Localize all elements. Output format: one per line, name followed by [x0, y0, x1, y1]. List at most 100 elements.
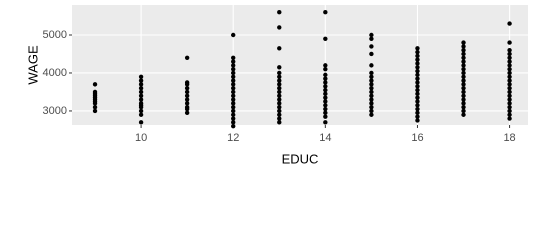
point	[461, 93, 466, 98]
point	[277, 97, 282, 102]
point	[415, 61, 420, 66]
point	[415, 49, 420, 55]
point	[184, 85, 190, 91]
y-tick-label: 3000	[43, 105, 67, 117]
point	[415, 84, 420, 89]
point	[461, 40, 466, 45]
point	[369, 89, 374, 95]
point	[461, 104, 466, 110]
point	[369, 93, 374, 98]
point	[231, 74, 236, 79]
point	[323, 63, 328, 68]
point	[507, 82, 512, 87]
point	[461, 47, 466, 53]
point	[138, 120, 144, 125]
point	[277, 93, 282, 98]
point	[415, 118, 420, 123]
point	[231, 32, 236, 38]
point	[415, 106, 420, 112]
x-tick-label: 14	[319, 132, 331, 144]
point	[277, 116, 282, 121]
point	[507, 104, 512, 110]
y-tick-label: 4000	[43, 67, 67, 79]
point	[277, 112, 282, 117]
point	[138, 89, 144, 95]
point	[92, 104, 98, 110]
point	[92, 82, 98, 87]
point	[184, 97, 190, 102]
point	[415, 114, 420, 119]
point	[231, 78, 236, 83]
point	[184, 101, 190, 106]
panel	[72, 5, 528, 125]
point	[231, 89, 236, 95]
point	[369, 74, 374, 79]
point	[277, 70, 282, 76]
point	[323, 95, 328, 100]
point	[323, 114, 328, 119]
point	[507, 40, 512, 45]
point	[461, 59, 466, 64]
point	[415, 99, 420, 104]
y-tick-label: 5000	[43, 29, 67, 41]
point	[415, 91, 420, 97]
point	[415, 87, 420, 93]
point	[138, 85, 144, 91]
point	[138, 112, 144, 117]
point	[277, 74, 282, 79]
point	[138, 78, 144, 83]
point	[323, 103, 328, 108]
point	[415, 53, 420, 59]
chart: EDUC WAGE 3000 4000 5000 10 12 14 16 18	[25, 5, 528, 166]
point	[507, 21, 512, 26]
point	[369, 112, 374, 117]
point	[323, 10, 328, 15]
point	[507, 78, 512, 83]
point	[231, 63, 236, 68]
point	[507, 93, 512, 98]
point	[323, 120, 328, 125]
point	[277, 82, 282, 87]
point	[507, 116, 512, 121]
point	[231, 104, 236, 110]
point	[415, 80, 420, 85]
point	[461, 101, 466, 106]
point	[415, 57, 420, 62]
point	[323, 110, 328, 116]
point	[231, 93, 236, 98]
point	[323, 72, 328, 78]
point	[461, 51, 466, 57]
point	[507, 101, 512, 106]
point	[507, 70, 512, 76]
point	[231, 66, 236, 72]
point	[277, 101, 282, 106]
point	[231, 55, 236, 60]
point	[231, 82, 236, 87]
point	[323, 87, 328, 93]
point	[507, 74, 512, 79]
x-axis-label: EDUC	[282, 151, 319, 166]
point	[507, 97, 512, 102]
point	[461, 78, 466, 83]
point	[369, 97, 374, 102]
point	[369, 51, 374, 57]
point	[277, 120, 282, 125]
point	[461, 89, 466, 95]
point	[461, 108, 466, 114]
point	[277, 108, 282, 114]
y-axis-label: WAGE	[25, 45, 40, 85]
point	[369, 44, 374, 49]
point	[231, 116, 236, 121]
point	[461, 66, 466, 72]
point	[92, 108, 98, 114]
point	[507, 66, 512, 72]
point	[369, 63, 374, 68]
point	[277, 65, 282, 70]
point	[461, 44, 466, 49]
point	[231, 97, 236, 102]
point	[507, 59, 512, 64]
point	[461, 70, 466, 76]
point	[415, 68, 420, 74]
point	[507, 47, 512, 53]
point	[184, 93, 190, 98]
